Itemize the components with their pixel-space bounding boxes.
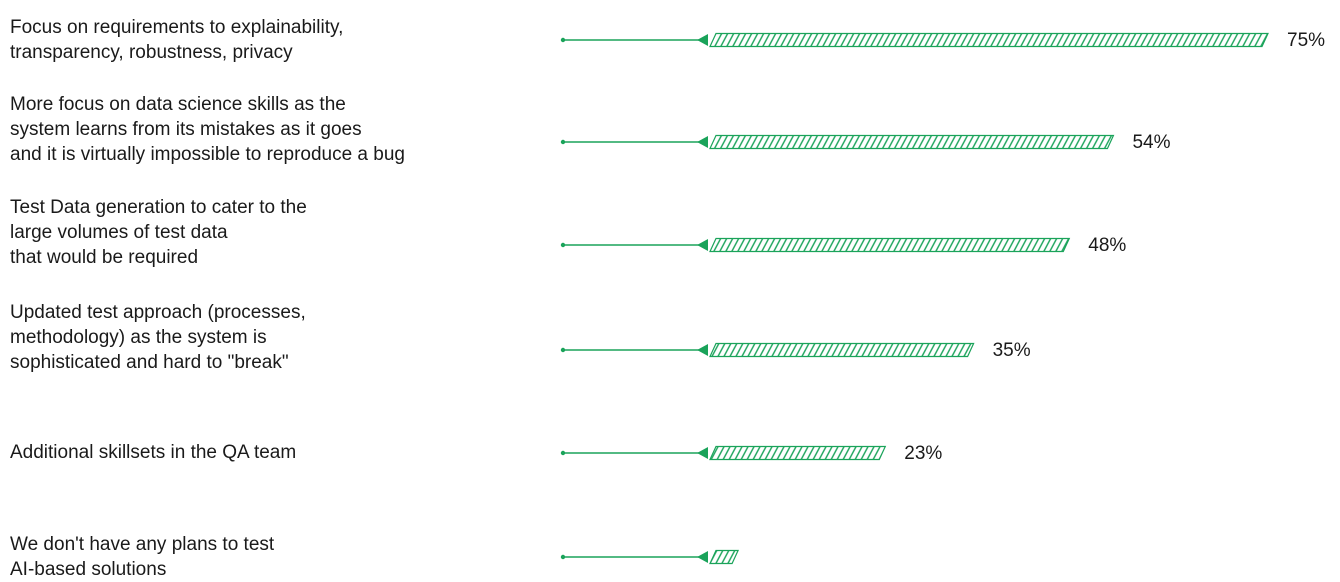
bar: [709, 32, 1269, 48]
leader-arrowhead: [697, 239, 708, 251]
category-label: More focus on data science skills as the…: [10, 94, 405, 165]
bar: [709, 134, 1115, 150]
value-label: 75%: [1287, 30, 1325, 51]
leader-arrowhead: [697, 551, 708, 563]
category-label: We don't have any plans to test AI-based…: [10, 534, 275, 580]
category-label: Updated test approach (processes, method…: [10, 302, 306, 373]
bar: [709, 237, 1071, 253]
leader-arrowhead: [697, 344, 708, 356]
leader-arrowhead: [697, 447, 708, 459]
value-label: 48%: [1088, 235, 1126, 256]
value-label: 23%: [904, 443, 942, 464]
value-label: 35%: [993, 340, 1031, 361]
category-label: Test Data generation to cater to the lar…: [10, 197, 307, 268]
category-label: Additional skillsets in the QA team: [10, 442, 297, 463]
bar: [709, 445, 887, 461]
bar: [709, 549, 740, 565]
bar: [709, 342, 975, 358]
leader-arrowhead: [697, 34, 708, 46]
value-label: 54%: [1132, 132, 1170, 153]
leader-arrowhead: [697, 136, 708, 148]
category-label: Focus on requirements to explainability,…: [10, 17, 344, 63]
